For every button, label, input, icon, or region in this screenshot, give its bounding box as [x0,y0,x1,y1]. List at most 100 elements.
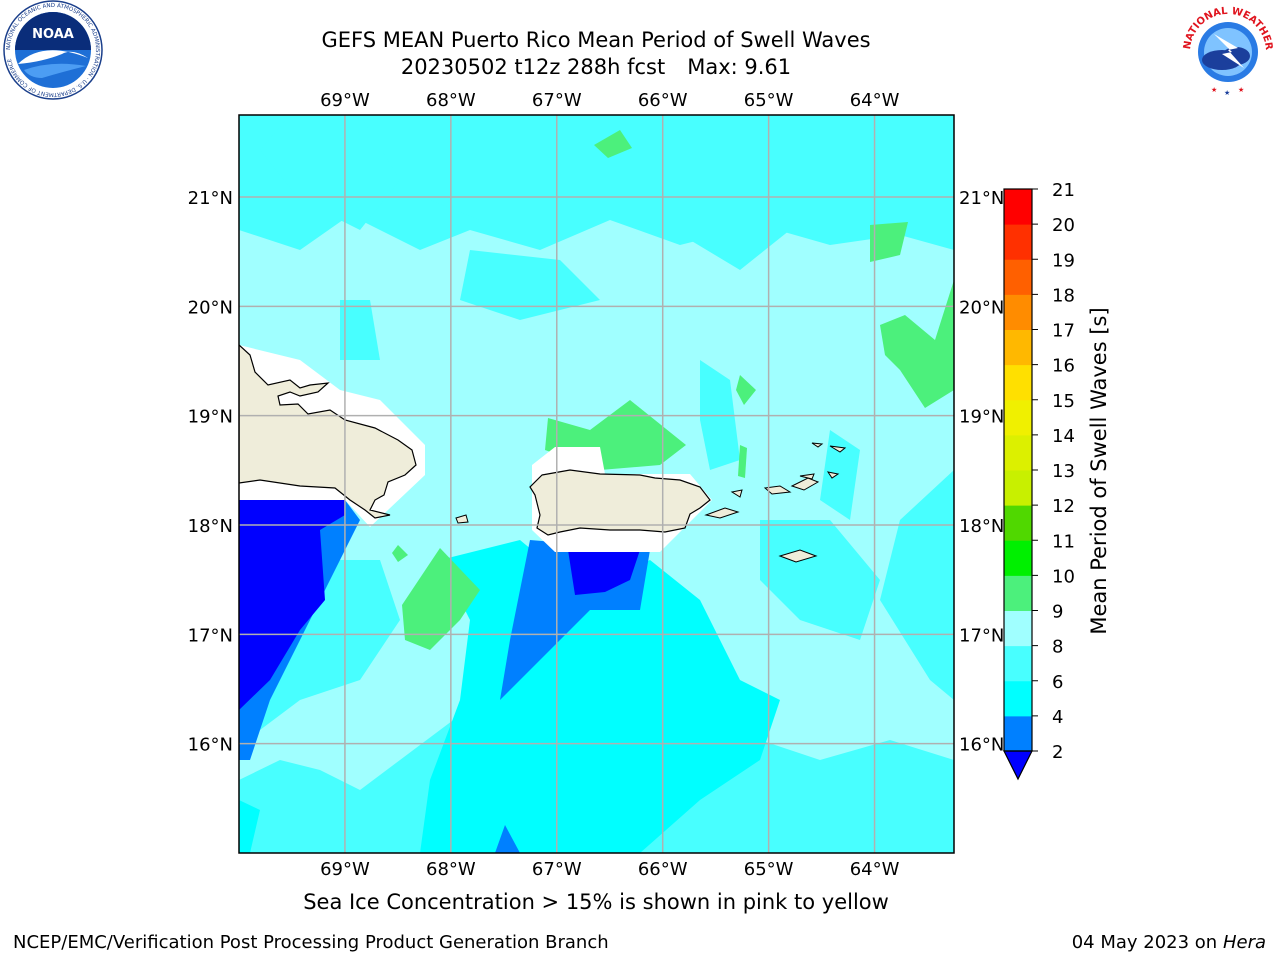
plot-title: GEFS MEAN Puerto Rico Mean Period of Swe… [321,28,871,52]
colorbar-bin [1004,189,1032,225]
colorbar-label: Mean Period of Swell Waves [s] [1087,307,1111,634]
lon-label-bottom: 67°W [532,859,582,880]
island [826,471,840,479]
field-9-10s [594,130,632,158]
field-4-6s [420,540,780,853]
colorbar-tick-label: 21 [1052,180,1075,201]
lon-label-top: 65°W [744,90,794,111]
lon-label-top: 68°W [426,90,476,111]
lat-label-right: 17°N [959,625,1004,646]
colorbar-bin [1004,364,1032,401]
colorbar-tick-label: 13 [1052,461,1075,482]
colorbar-tick-label: 20 [1052,215,1075,236]
lat-label-left: 19°N [188,407,233,428]
lat-label-right: 19°N [959,407,1004,428]
colorbar-tick-label: 2 [1052,742,1063,763]
island [763,485,792,495]
forecast-date: 20230502 t12z 288h fcst [400,55,666,79]
lon-label-bottom: 69°W [320,859,370,880]
lat-label-right: 21°N [959,188,1004,209]
lon-label-bottom: 65°W [744,859,794,880]
lat-label-left: 17°N [188,625,233,646]
field-under-2s [568,550,640,595]
lat-label-right: 18°N [959,516,1004,537]
colorbar-bin [1004,294,1032,330]
island [799,473,815,480]
lat-labels-right: 21°N 20°N 19°N 18°N 17°N 16°N [959,188,1004,756]
colorbar-tick-label: 4 [1052,707,1063,728]
lon-label-top: 69°W [320,90,370,111]
colorbar-bin [1004,505,1032,541]
lon-labels-bottom: 69°W 68°W 67°W 66°W 65°W 64°W [320,859,900,880]
svg-text:★: ★ [1211,86,1217,94]
field-9-10s [402,548,480,650]
max-value: Max: 9.61 [687,55,792,79]
field-4-6s [239,800,260,853]
colorbar-bin [1004,715,1032,752]
nws-logo-icon: NATIONAL WEATHER SERVICE ★ ★ ★ [1178,0,1275,99]
island [730,489,743,498]
colorbar: 2 4 6 8 9 10 11 12 13 14 15 16 17 18 19 20 21 [1003,180,1075,781]
noaa-logo-icon: NATIONAL OCEANIC AND ATMOSPHERIC ADMINIS… [3,0,103,100]
colorbar-tick-label: 9 [1052,602,1063,623]
field-2-4s [495,825,520,853]
field-6-8s-patch [340,300,380,360]
lon-label-top: 64°W [850,90,900,111]
colorbar-bin [1004,434,1032,471]
field-9-10s [738,445,747,478]
colorbar-tick-label: 11 [1052,531,1075,552]
footer-host: Hera [1222,932,1266,953]
field-6-8s-patch [460,250,600,320]
island [790,477,820,491]
sea-ice-caption: Sea Ice Concentration > 15% is shown in … [303,890,889,914]
field-6-8s-patch [760,520,880,640]
field-9-10s [736,375,756,405]
colorbar-tick-label: 14 [1052,426,1075,447]
island [778,549,818,563]
lon-label-bottom: 68°W [426,859,476,880]
colorbar-bin [1004,259,1032,295]
field-under-2s [239,500,345,710]
colorbar-tick-label: 8 [1052,637,1063,658]
field-9-10s [392,545,408,562]
lon-label-top: 66°W [638,90,688,111]
colorbar-tick-label: 16 [1052,356,1075,377]
field-6-8s-patch [420,140,620,240]
lat-label-right: 16°N [959,735,1004,756]
graticule [239,115,954,853]
colorbar-tick-label: 6 [1052,672,1063,693]
island [704,507,740,519]
lon-labels-top: 69°W 68°W 67°W 66°W 65°W 64°W [320,90,900,111]
plot-subtitle: 20230502 t12z 288h fcst Max: 9.61 [246,54,946,80]
field-6-8s-patch [900,520,954,600]
footer-date: 04 May 2023 on Hera [1072,932,1266,953]
noaa-logo-text: NOAA [32,27,74,42]
field-6-8s-patch [820,430,860,520]
colorbar-tick-label: 17 [1052,321,1075,342]
island [829,445,847,453]
colorbar-tick-label: 10 [1052,566,1075,587]
colorbar-under-arrow [1003,750,1033,781]
colorbar-tick-label: 15 [1052,391,1075,412]
field-6-8s-patch [680,160,790,270]
lat-label-left: 20°N [188,297,233,318]
island [811,442,824,448]
svg-text:★: ★ [1238,86,1244,94]
lon-label-bottom: 64°W [850,859,900,880]
colorbar-bin [1004,470,1032,506]
lat-labels-left: 21°N 20°N 19°N 18°N 17°N 16°N [188,188,233,756]
colorbar-bin [1004,329,1032,366]
field-9-10s [870,222,908,262]
lon-label-top: 67°W [532,90,582,111]
colorbar-tick-label: 12 [1052,496,1075,517]
field-9-10s [880,280,954,408]
colorbar-bin [1004,224,1032,260]
island [455,514,469,524]
lat-label-right: 20°N [959,297,1004,318]
lat-label-left: 16°N [188,735,233,756]
map-frame [238,114,955,854]
footer-date-text: 04 May 2023 on [1071,932,1218,953]
lat-label-left: 18°N [188,516,233,537]
svg-text:★: ★ [1224,89,1230,97]
